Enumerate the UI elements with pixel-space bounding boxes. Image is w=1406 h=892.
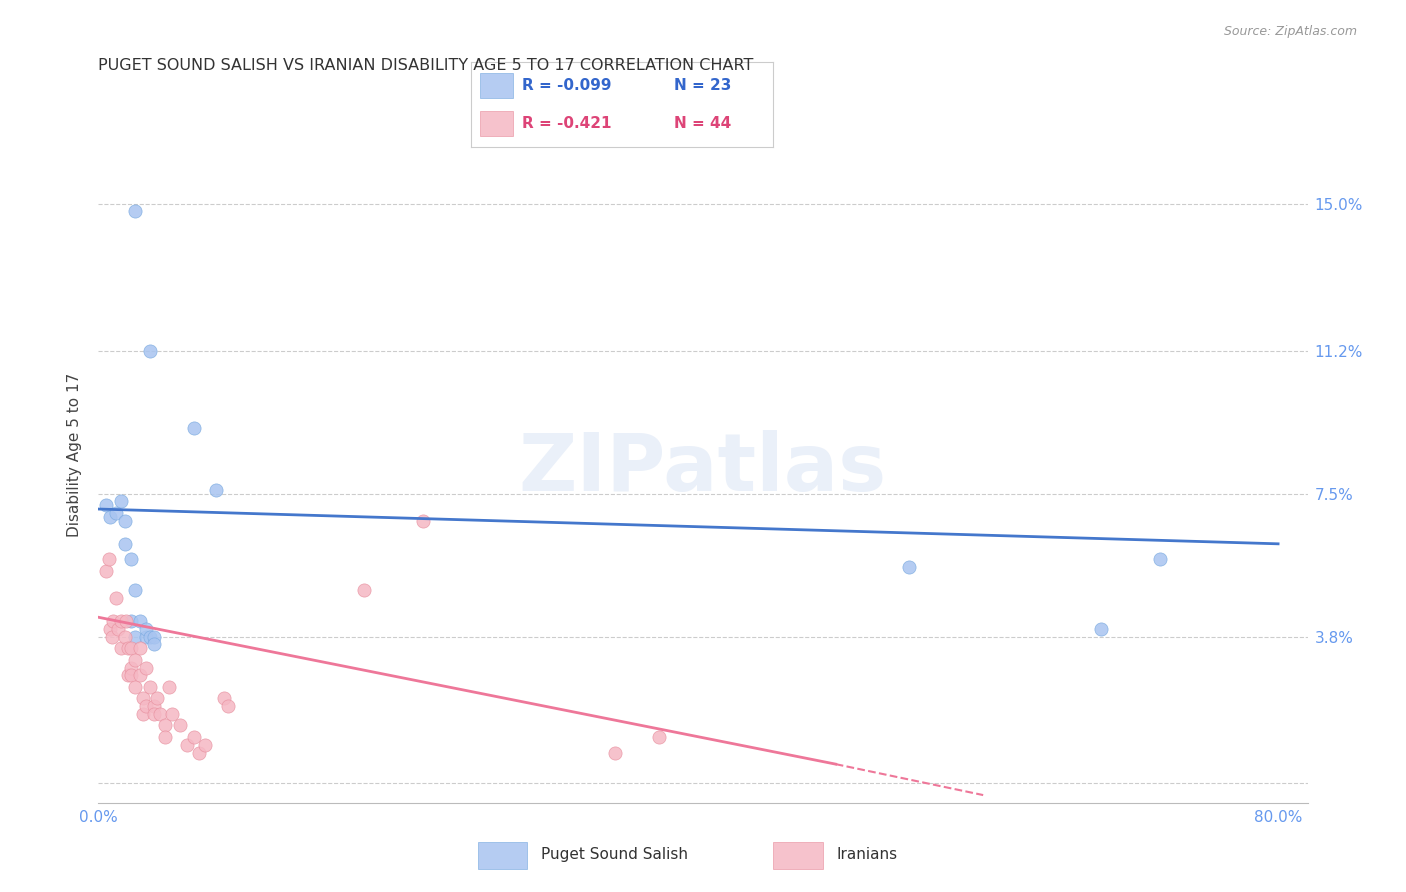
Point <box>128 641 150 656</box>
Point <box>98 622 121 636</box>
Point <box>120 552 142 566</box>
Point <box>124 204 146 219</box>
Point <box>110 641 132 656</box>
Point <box>105 591 128 605</box>
Point <box>143 637 166 651</box>
Text: Iranians: Iranians <box>837 847 897 862</box>
Point <box>898 560 921 574</box>
Point <box>217 699 239 714</box>
Point <box>120 614 142 628</box>
Point <box>194 738 217 752</box>
Bar <box>479 72 513 98</box>
Text: N = 44: N = 44 <box>673 116 731 131</box>
Point <box>153 730 176 744</box>
Bar <box>773 842 823 869</box>
Bar <box>478 842 527 869</box>
Point <box>135 660 157 674</box>
Point <box>648 730 671 744</box>
Point <box>135 630 157 644</box>
Point <box>139 630 162 644</box>
Point <box>128 614 150 628</box>
Text: R = -0.099: R = -0.099 <box>523 78 612 93</box>
Text: PUGET SOUND SALISH VS IRANIAN DISABILITY AGE 5 TO 17 CORRELATION CHART: PUGET SOUND SALISH VS IRANIAN DISABILITY… <box>98 58 754 73</box>
Point <box>183 730 205 744</box>
Point <box>139 343 162 358</box>
Point <box>120 668 142 682</box>
Text: Puget Sound Salish: Puget Sound Salish <box>541 847 689 862</box>
Point <box>135 699 157 714</box>
Point <box>153 718 176 732</box>
Point <box>120 660 142 674</box>
Point <box>105 506 128 520</box>
Point <box>183 421 205 435</box>
Point <box>139 680 162 694</box>
Point <box>114 537 136 551</box>
Point <box>143 706 166 721</box>
Point <box>412 514 434 528</box>
Point <box>101 614 124 628</box>
Point <box>1090 622 1112 636</box>
Point <box>603 746 626 760</box>
Y-axis label: Disability Age 5 to 17: Disability Age 5 to 17 <box>67 373 83 537</box>
Point <box>146 691 169 706</box>
Point <box>149 706 172 721</box>
Point <box>124 583 146 598</box>
Point <box>124 630 146 644</box>
Text: ZIPatlas: ZIPatlas <box>519 430 887 508</box>
Text: Source: ZipAtlas.com: Source: ZipAtlas.com <box>1223 25 1357 38</box>
Point <box>143 630 166 644</box>
Point <box>131 706 153 721</box>
Point <box>212 691 235 706</box>
Point <box>110 614 132 628</box>
Point <box>205 483 228 497</box>
Point <box>187 746 209 760</box>
Point <box>114 514 136 528</box>
Point <box>124 680 146 694</box>
Point <box>100 630 122 644</box>
Point <box>131 691 153 706</box>
Text: R = -0.421: R = -0.421 <box>523 116 612 131</box>
Point <box>117 668 139 682</box>
Text: N = 23: N = 23 <box>673 78 731 93</box>
Point <box>143 699 166 714</box>
Point <box>160 706 183 721</box>
Point <box>115 614 138 628</box>
Point <box>176 738 198 752</box>
Point <box>124 653 146 667</box>
Point <box>97 552 120 566</box>
Point <box>128 668 150 682</box>
Point <box>135 622 157 636</box>
Point <box>107 622 129 636</box>
Point <box>98 509 121 524</box>
Point <box>157 680 180 694</box>
Point <box>117 641 139 656</box>
Point <box>1149 552 1171 566</box>
Point <box>110 494 132 508</box>
Point <box>120 641 142 656</box>
Point <box>169 718 191 732</box>
Point <box>94 564 117 578</box>
Point <box>94 498 117 512</box>
Point <box>114 630 136 644</box>
Point <box>353 583 375 598</box>
Bar <box>479 111 513 136</box>
